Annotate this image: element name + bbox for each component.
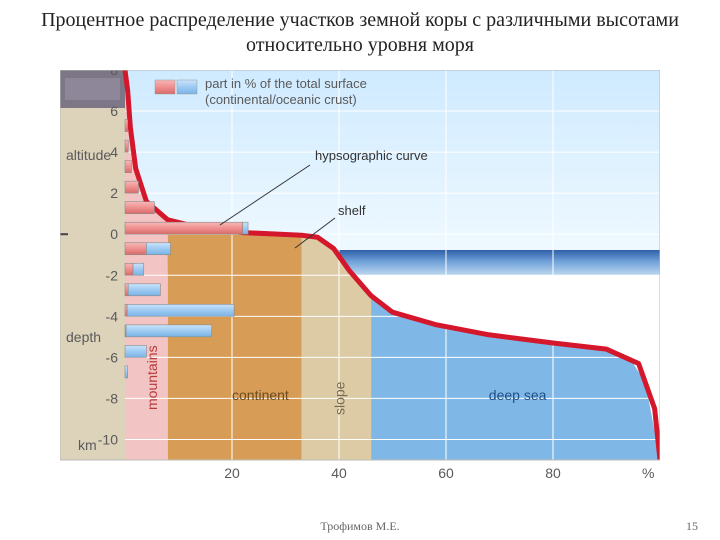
y-tick: 8 xyxy=(110,70,118,78)
y-tick: -8 xyxy=(106,390,119,406)
y-tick: 4 xyxy=(110,144,118,160)
bar-ocean xyxy=(146,243,170,255)
y-tick: 0 xyxy=(110,226,118,242)
y-tick: 6 xyxy=(110,103,118,119)
bar-ocean xyxy=(128,284,160,296)
y-tick: 2 xyxy=(110,185,118,201)
footer-page: 15 xyxy=(686,519,698,534)
bar-cont xyxy=(125,202,154,214)
bar-cont xyxy=(125,222,243,234)
bar-ocean xyxy=(243,222,248,234)
hypsographic-chart: part in % of the total surface (continen… xyxy=(60,70,660,490)
svg-text:km: km xyxy=(78,437,97,453)
y-tick: -10 xyxy=(98,431,118,447)
bar-ocean xyxy=(126,325,212,337)
slide-title: Процентное распределение участков земной… xyxy=(40,8,680,58)
x-tick: 20 xyxy=(224,465,240,481)
bar-cont xyxy=(125,263,133,275)
bar-ocean xyxy=(125,366,128,378)
svg-text:%: % xyxy=(642,465,654,481)
bar-cont xyxy=(125,243,146,255)
x-tick: 60 xyxy=(438,465,454,481)
region-label: mountains xyxy=(144,345,160,410)
svg-text:(continental/oceanic crust): (continental/oceanic crust) xyxy=(205,92,357,107)
bar-cont xyxy=(125,120,128,132)
svg-text:depth: depth xyxy=(66,329,101,345)
callout: hypsographic curve xyxy=(315,148,428,163)
bar-cont xyxy=(125,284,128,296)
bar-cont xyxy=(125,140,128,152)
region-continent xyxy=(168,220,302,460)
footer-author: Трофимов М.Е. xyxy=(0,519,720,534)
y-tick: -6 xyxy=(106,349,119,365)
callout: shelf xyxy=(338,203,366,218)
bar-ocean xyxy=(127,304,234,316)
bar-cont xyxy=(125,304,127,316)
svg-text:altitude: altitude xyxy=(66,147,111,163)
bar-cont xyxy=(125,181,138,193)
region-label: continent xyxy=(232,387,289,403)
region-label: deep sea xyxy=(489,387,547,403)
y-tick: -4 xyxy=(106,308,119,324)
svg-text:part in % of the total surface: part in % of the total surface xyxy=(205,76,367,91)
y-tick: -2 xyxy=(106,267,119,283)
x-tick: 40 xyxy=(331,465,347,481)
bar-ocean xyxy=(133,263,144,275)
region-label: slope xyxy=(331,381,347,415)
bar-cont xyxy=(125,161,131,173)
x-tick: 80 xyxy=(545,465,561,481)
